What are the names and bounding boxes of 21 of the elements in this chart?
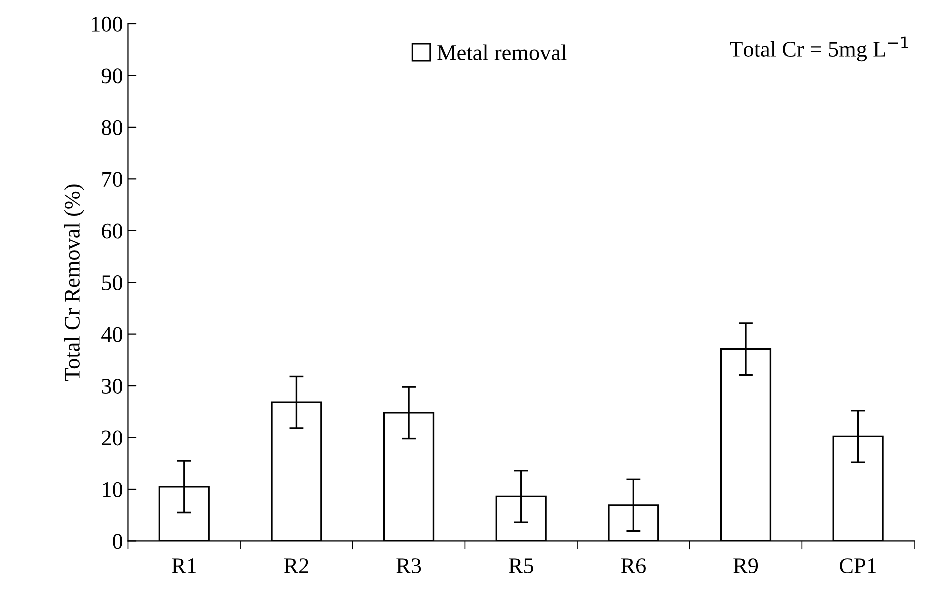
y-tick-label: 30 (102, 378, 123, 394)
annotation: Total Cr = 5mg L$^{−1}$ (730, 36, 908, 62)
x-tick-label: R2 (284, 558, 308, 574)
y-tick-label: 10 (103, 482, 123, 498)
y-tick-label: 60 (102, 224, 123, 239)
y-tick-label: 20 (102, 430, 123, 446)
y-tick-label: 80 (102, 120, 123, 136)
x-tick-label: R6 (621, 558, 646, 574)
y-tick-label: 50 (102, 276, 123, 291)
y-axis-title: Total Cr Removal (%) (64, 184, 84, 382)
legend-label: Metal removal (438, 44, 567, 60)
x-tick-label: CP1 (840, 558, 876, 574)
x-tick-label: R1 (172, 558, 196, 574)
x-tick-label: R5 (509, 558, 534, 574)
y-tick-label: 0 (113, 534, 123, 550)
y-tick-label: 40 (102, 327, 123, 342)
y-tick-label: 90 (102, 68, 123, 84)
y-tick-label: 100 (92, 16, 123, 32)
x-tick-label: R9 (734, 558, 758, 574)
x-tick-label: R3 (396, 558, 422, 574)
y-tick-label: 70 (102, 172, 123, 188)
